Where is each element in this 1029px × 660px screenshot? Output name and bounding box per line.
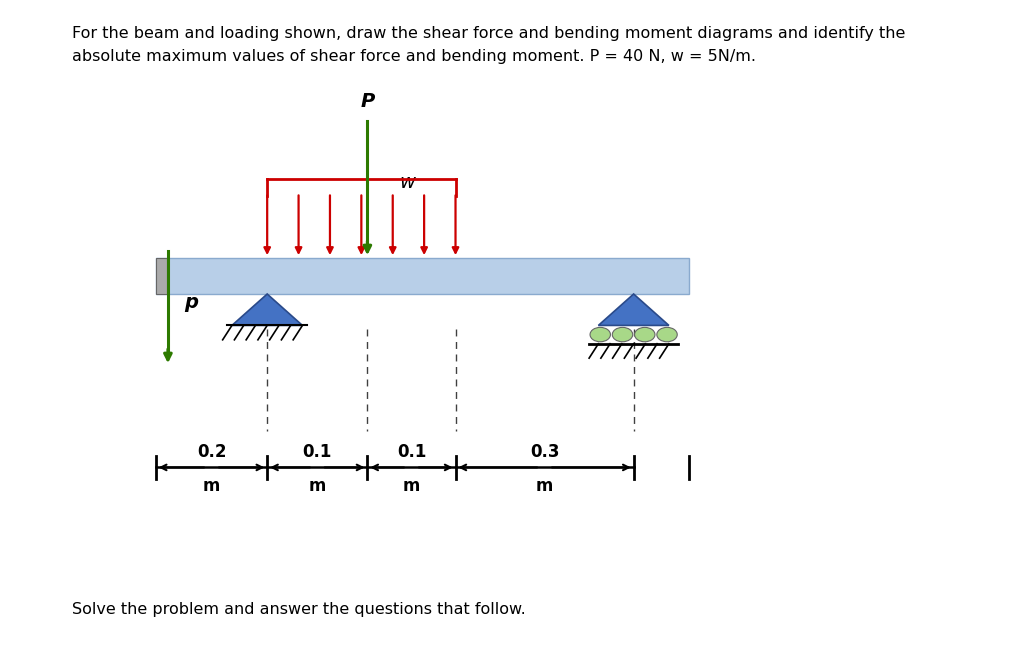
Text: w: w [399,174,416,192]
Text: 0.1: 0.1 [397,443,426,461]
Text: 0.2: 0.2 [197,443,226,461]
Text: Solve the problem and answer the questions that follow.: Solve the problem and answer the questio… [72,602,526,616]
Text: P: P [360,92,375,111]
Text: m: m [402,477,420,495]
FancyBboxPatch shape [155,258,167,294]
Circle shape [635,327,655,342]
Text: 0.1: 0.1 [303,443,332,461]
FancyBboxPatch shape [155,258,689,294]
Text: p: p [184,292,199,312]
Circle shape [612,327,633,342]
Polygon shape [232,294,303,325]
Text: m: m [309,477,326,495]
Text: 0.3: 0.3 [530,443,560,461]
Text: For the beam and loading shown, draw the shear force and bending moment diagrams: For the beam and loading shown, draw the… [72,26,906,41]
Polygon shape [599,294,669,325]
Circle shape [657,327,677,342]
Circle shape [590,327,610,342]
Text: m: m [536,477,554,495]
Text: m: m [203,477,220,495]
Text: absolute maximum values of shear force and bending moment. P = 40 N, w = 5N/m.: absolute maximum values of shear force a… [72,49,756,63]
